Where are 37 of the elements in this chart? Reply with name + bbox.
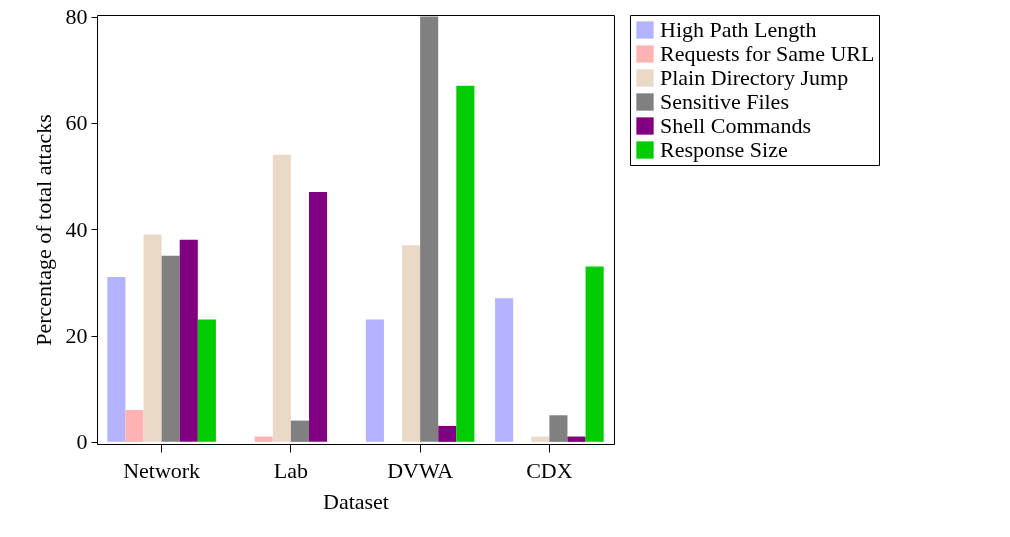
y-axis-title: Percentage of total attacks bbox=[30, 114, 56, 346]
x-tick-label: DVWA bbox=[387, 457, 454, 483]
bar bbox=[161, 255, 180, 442]
bar bbox=[254, 436, 273, 442]
x-tick-label: Network bbox=[123, 457, 201, 483]
legend-label: High Path Length bbox=[660, 17, 817, 42]
bar bbox=[125, 409, 144, 442]
legend-label: Requests for Same URL bbox=[660, 41, 875, 66]
y-tick-label: 80 bbox=[65, 4, 88, 30]
y-tick-label: 40 bbox=[65, 216, 88, 242]
bar bbox=[197, 319, 216, 442]
x-tick-label: CDX bbox=[526, 457, 573, 483]
y-tick-label: 20 bbox=[65, 323, 88, 349]
legend-label: Response Size bbox=[660, 137, 788, 162]
bar bbox=[420, 16, 439, 442]
bar bbox=[438, 425, 457, 442]
bar bbox=[585, 266, 604, 442]
bar bbox=[290, 420, 309, 442]
legend-label: Shell Commands bbox=[660, 113, 811, 138]
bar bbox=[107, 277, 126, 442]
legend-label: Sensitive Files bbox=[660, 89, 789, 114]
y-tick-label: 60 bbox=[65, 110, 88, 136]
bar bbox=[308, 192, 328, 442]
y-tick-label: 0 bbox=[76, 429, 88, 455]
bar bbox=[143, 234, 162, 442]
x-tick-label: Lab bbox=[273, 457, 308, 483]
legend-label: Plain Directory Jump bbox=[660, 65, 849, 90]
bar bbox=[272, 154, 291, 442]
x-axis-title: Dataset bbox=[323, 488, 389, 514]
bar bbox=[495, 298, 514, 442]
bar bbox=[456, 85, 475, 442]
bar bbox=[402, 245, 421, 442]
bar bbox=[179, 239, 198, 442]
bar bbox=[365, 319, 384, 442]
bar bbox=[567, 436, 586, 442]
bar bbox=[531, 436, 550, 442]
bar bbox=[549, 415, 568, 442]
